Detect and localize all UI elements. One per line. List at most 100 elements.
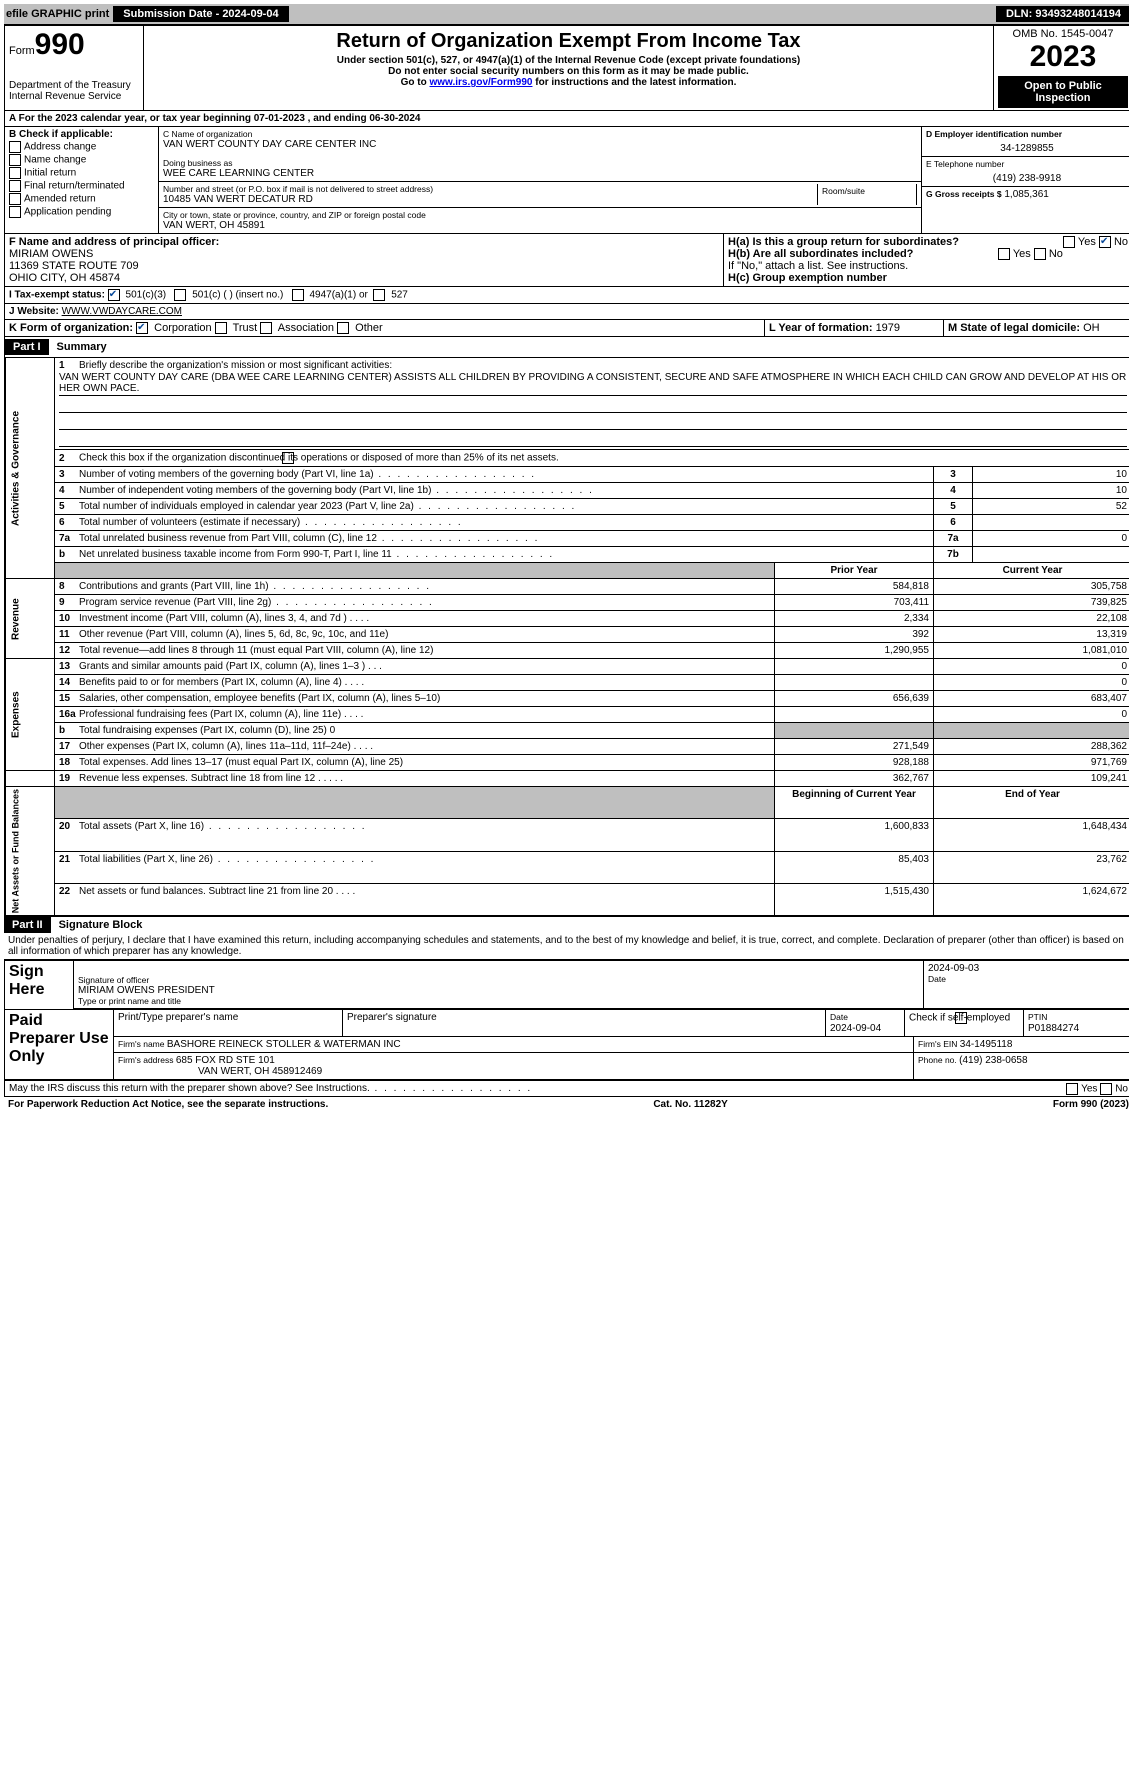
l22-text: Net assets or fund balances. Subtract li… (79, 886, 333, 897)
part1-header: Part I (5, 339, 49, 355)
ha-no: No (1114, 236, 1128, 248)
v4: 10 (973, 483, 1129, 499)
sign-date: 2024-09-03 (928, 963, 1128, 974)
submission-date-btn[interactable]: Submission Date - 2024-09-04 (113, 6, 288, 22)
c15: 683,407 (934, 691, 1129, 707)
line-a-mid: , and ending (305, 113, 369, 124)
top-toolbar: efile GRAPHIC print Submission Date - 20… (4, 4, 1129, 24)
officer-addr2: OHIO CITY, OH 45874 (9, 272, 719, 284)
line-a: A For the 2023 calendar year, or tax yea… (4, 111, 1129, 127)
opt-501c: 501(c) ( ) (insert no.) (192, 290, 283, 301)
l8-text: Contributions and grants (Part VIII, lin… (79, 581, 431, 592)
side-revenue: Revenue (6, 579, 55, 659)
firm-name-label: Firm's name (118, 1039, 167, 1049)
org-name: VAN WERT COUNTY DAY CARE CENTER INC (163, 139, 917, 150)
firm-ein-label: Firm's EIN (918, 1039, 960, 1049)
org-name-label: C Name of organization (163, 129, 917, 139)
l7a-text: Total unrelated business revenue from Pa… (79, 533, 539, 544)
opt-name-change: Name change (24, 155, 86, 166)
cb-app-pending[interactable] (9, 206, 21, 218)
section-bcdeg: B Check if applicable: Address change Na… (4, 127, 1129, 234)
l16a-text: Professional fundraising fees (Part IX, … (79, 709, 341, 720)
c12: 1,081,010 (934, 643, 1129, 659)
efile-label[interactable]: efile GRAPHIC print (6, 8, 109, 20)
domicile-label: M State of legal domicile: (948, 322, 1083, 334)
l1-label: Briefly describe the organization's miss… (79, 360, 392, 371)
tax-year: 2023 (998, 40, 1128, 74)
irs-link[interactable]: www.irs.gov/Form990 (429, 77, 532, 88)
website-link[interactable]: WWW.VWDAYCARE.COM (62, 306, 182, 317)
cb-527[interactable] (373, 289, 385, 301)
opt-final-return: Final return/terminated (24, 181, 125, 192)
domicile: OH (1083, 322, 1100, 334)
form-number: 990 (35, 28, 85, 61)
footer-left: For Paperwork Reduction Act Notice, see … (8, 1099, 328, 1110)
line-klm: K Form of organization: Corporation Trus… (4, 320, 1129, 337)
cb-name-change[interactable] (9, 154, 21, 166)
cb-assoc[interactable] (260, 322, 272, 334)
cb-corp[interactable] (136, 322, 148, 334)
goto-pre: Go to (401, 77, 430, 88)
opt-corp: Corporation (154, 322, 211, 334)
cb-amended-return[interactable] (9, 193, 21, 205)
cb-self-employed[interactable] (955, 1012, 967, 1024)
cb-line2[interactable] (282, 452, 294, 464)
cb-ha-yes[interactable] (1063, 236, 1075, 248)
website-label: J Website: (9, 306, 62, 317)
cb-final-return[interactable] (9, 180, 21, 192)
side-expenses: Expenses (6, 659, 55, 771)
begin-year-hdr: Beginning of Current Year (775, 787, 934, 819)
form-title: Return of Organization Exempt From Incom… (148, 30, 989, 53)
cb-irs-no[interactable] (1100, 1083, 1112, 1095)
cb-address-change[interactable] (9, 141, 21, 153)
l15-text: Salaries, other compensation, employee b… (79, 693, 440, 704)
l13-text: Grants and similar amounts paid (Part IX… (79, 661, 365, 672)
cb-initial-return[interactable] (9, 167, 21, 179)
l9-text: Program service revenue (Part VIII, line… (79, 597, 434, 608)
subtitle-1: Under section 501(c), 527, or 4947(a)(1)… (148, 55, 989, 66)
form-label: Form (9, 45, 35, 57)
end-year-hdr: End of Year (934, 787, 1129, 819)
c14: 0 (934, 675, 1129, 691)
date-label: Date (928, 974, 1128, 984)
room-label: Room/suite (822, 186, 912, 196)
cb-hb-yes[interactable] (998, 248, 1010, 260)
cb-4947[interactable] (292, 289, 304, 301)
opt-amended-return: Amended return (24, 194, 96, 205)
cb-ha-no[interactable] (1099, 236, 1111, 248)
hb-note: If "No," attach a list. See instructions… (728, 260, 1128, 272)
line-b-label: B Check if applicable: (9, 129, 154, 140)
paid-preparer-label: Paid Preparer Use Only (5, 1010, 114, 1079)
cb-501c[interactable] (174, 289, 186, 301)
type-name-label: Type or print name and title (78, 996, 919, 1006)
ein-label: D Employer identification number (926, 129, 1128, 139)
officer-value: MIRIAM OWENS PRESIDENT (78, 985, 919, 996)
gross-value: 1,085,361 (1004, 189, 1049, 200)
current-year-hdr: Current Year (934, 563, 1129, 579)
opt-trust: Trust (233, 322, 258, 334)
l11-text: Other revenue (Part VIII, column (A), li… (79, 629, 388, 640)
footer-right: Form 990 (2023) (1053, 1099, 1129, 1110)
section-fh: F Name and address of principal officer:… (4, 234, 1129, 287)
ha-yes: Yes (1078, 236, 1096, 248)
p14 (775, 675, 934, 691)
v5: 52 (973, 499, 1129, 515)
firm-ein: 34-1495118 (960, 1039, 1013, 1050)
p18: 928,188 (775, 755, 934, 771)
cb-other[interactable] (337, 322, 349, 334)
l7b-text: Net unrelated business taxable income fr… (79, 549, 554, 560)
cb-trust[interactable] (215, 322, 227, 334)
l20-text: Total assets (Part X, line 16) (79, 821, 367, 832)
prep-sig-label: Preparer's signature (343, 1010, 826, 1036)
line-j: J Website: WWW.VWDAYCARE.COM (4, 304, 1129, 320)
cb-501c3[interactable] (108, 289, 120, 301)
cb-irs-yes[interactable] (1066, 1083, 1078, 1095)
firm-phone: (419) 238-0658 (959, 1055, 1027, 1066)
cb-hb-no[interactable] (1034, 248, 1046, 260)
l12-text: Total revenue—add lines 8 through 11 (mu… (79, 645, 433, 656)
l18-text: Total expenses. Add lines 13–17 (must eq… (79, 757, 403, 768)
tax-year-end: 06-30-2024 (369, 113, 420, 124)
c13: 0 (934, 659, 1129, 675)
p16a (775, 707, 934, 723)
gross-label: G Gross receipts $ (926, 189, 1002, 199)
